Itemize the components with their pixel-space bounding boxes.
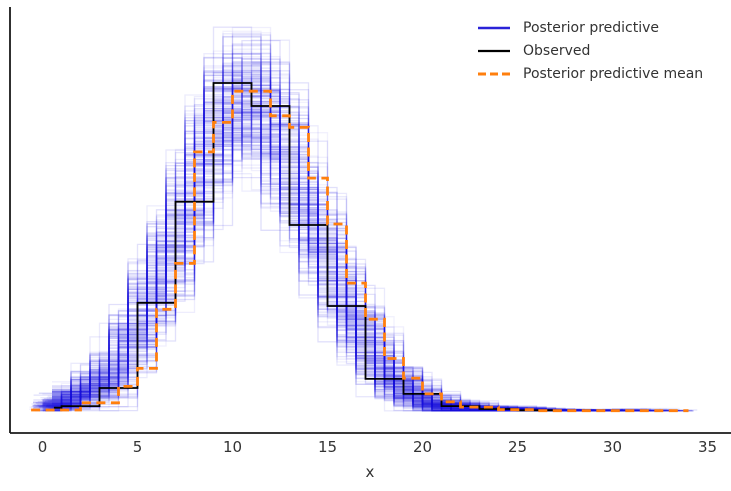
- posterior-predictive-line-swatch: [478, 26, 510, 30]
- posterior-predictive-samples: [29, 26, 698, 412]
- legend-label: Posterior predictive: [523, 20, 660, 36]
- x-tick-10: 10: [222, 438, 243, 456]
- legend-label: Observed: [523, 43, 591, 59]
- x-tick-25: 25: [507, 438, 528, 456]
- posterior-predictive-mean-line: [31, 89, 689, 413]
- legend-item-observed: Observed: [478, 43, 703, 59]
- x-tick-30: 30: [602, 438, 623, 456]
- axis-spines: [9, 7, 731, 434]
- x-axis-label: x: [365, 463, 375, 481]
- x-tick-5: 5: [132, 438, 143, 456]
- x-tick-20: 20: [412, 438, 433, 456]
- legend-item-posterior-predictive: Posterior predictive: [478, 20, 703, 36]
- x-tick-35: 35: [697, 438, 718, 456]
- x-tick-0: 0: [37, 438, 48, 456]
- posterior-predictive-mean-line-swatch: [478, 72, 510, 76]
- observed-line-swatch: [478, 49, 510, 53]
- legend-label: Posterior predictive mean: [523, 66, 704, 82]
- x-tick-15: 15: [317, 438, 338, 456]
- legend: Posterior predictive Observed Posterior …: [478, 20, 703, 82]
- legend-item-posterior-predictive-mean: Posterior predictive mean: [478, 66, 703, 82]
